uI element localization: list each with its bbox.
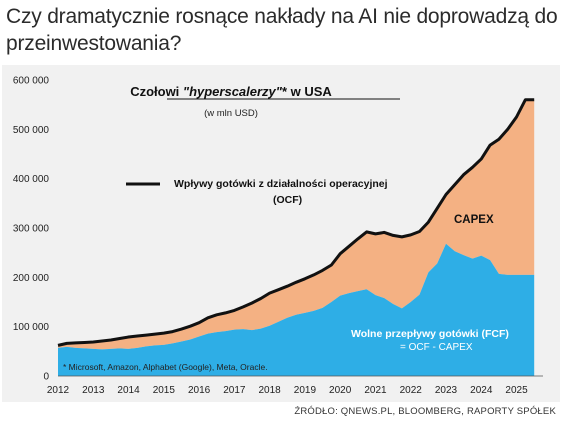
y-tick-label: 600 000 — [13, 76, 50, 87]
y-tick-label: 0 — [43, 372, 49, 383]
x-tick-label: 2013 — [82, 385, 105, 396]
x-tick-label: 2023 — [435, 385, 458, 396]
y-tick-label: 100 000 — [13, 322, 50, 333]
x-tick-label: 2015 — [153, 385, 176, 396]
x-tick-label: 2012 — [47, 385, 70, 396]
source-credit: ŹRÓDŁO: QNEWS.PL, BLOOMBERG, RAPORTY SPÓ… — [294, 406, 556, 417]
chart-footnote: * Microsoft, Amazon, Alphabet (Google), … — [63, 362, 268, 372]
chart-title: Czołowi "hyperscalerzy"* w USA — [130, 84, 332, 99]
x-tick-label: 2021 — [364, 385, 387, 396]
y-tick-label: 400 000 — [13, 174, 50, 185]
x-tick-label: 2024 — [470, 385, 493, 396]
y-axis-labels: 0 100 000 200 000 300 000 400 000 500 000 600 … — [13, 76, 50, 383]
chart-panel: 0 100 000 200 000 300 000 400 000 500 000 600 … — [2, 65, 560, 402]
x-tick-label: 2017 — [223, 385, 246, 396]
chart-subtitle: (w mln USD) — [204, 108, 258, 119]
y-tick-label: 500 000 — [13, 125, 50, 136]
x-tick-label: 2018 — [259, 385, 282, 396]
chart-svg: 0 100 000 200 000 300 000 400 000 500 000 600 … — [13, 76, 543, 396]
fcf-label-line1: Wolne przepływy gotówki (FCF) — [351, 328, 509, 340]
fcf-area — [58, 243, 535, 376]
ocf-legend-label-line2: (OCF) — [273, 194, 302, 206]
x-tick-label: 2020 — [329, 385, 352, 396]
ocf-line — [57, 98, 535, 347]
x-tick-label: 2025 — [505, 385, 528, 396]
x-tick-label: 2019 — [294, 385, 317, 396]
x-tick-label: 2014 — [117, 385, 140, 396]
chart-title-prefix: Czołowi — [130, 84, 183, 99]
chart-title-suffix: * w USA — [282, 84, 332, 99]
x-axis-labels: 2012 2013 2014 2015 2016 2017 2018 2019 2020 2021… — [47, 385, 528, 396]
x-tick-label: 2016 — [188, 385, 211, 396]
ocf-legend-label-line1: Wpływy gotówki z działalności operacyjne… — [174, 178, 388, 190]
headline: Czy dramatycznie rosnące nakłady na AI n… — [6, 5, 558, 55]
capex-area — [58, 99, 535, 350]
fcf-label-line2: = OCF - CAPEX — [400, 342, 473, 353]
x-tick-label: 2022 — [400, 385, 423, 396]
chart-title-italic: "hyperscalerzy" — [183, 84, 283, 99]
y-tick-label: 200 000 — [13, 273, 50, 284]
capex-label: CAPEX — [454, 214, 494, 226]
y-tick-label: 300 000 — [13, 224, 50, 235]
